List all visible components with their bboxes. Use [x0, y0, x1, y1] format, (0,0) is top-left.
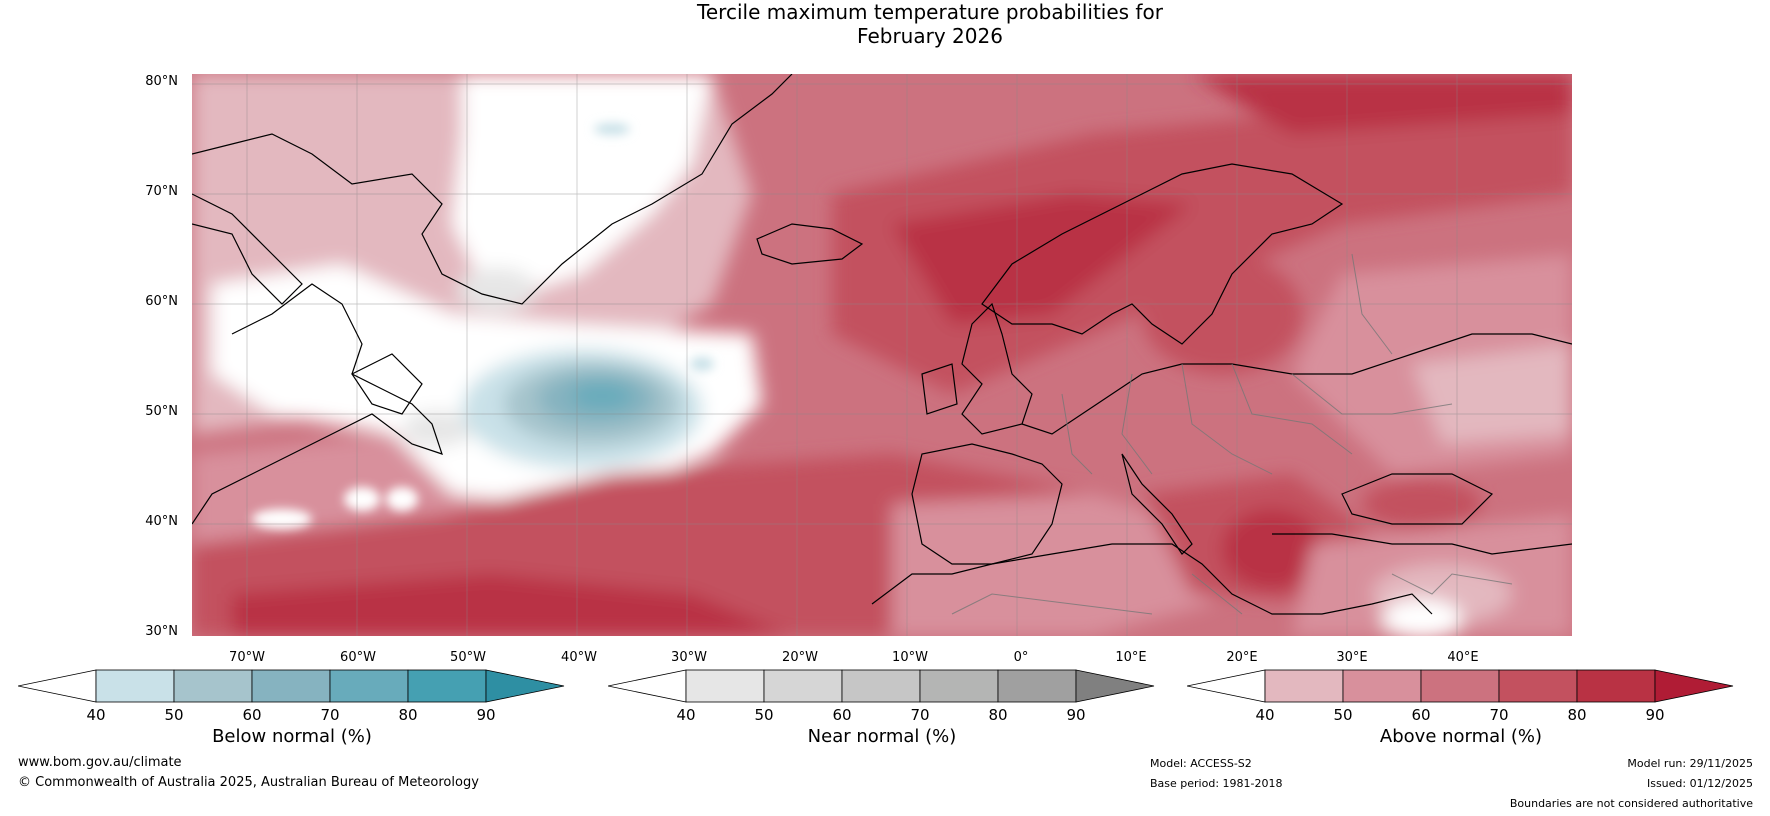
coast-iceland: [756, 223, 864, 265]
colorbar-below-tick: 60: [242, 706, 261, 724]
lon-label-10e: 10°E: [1115, 650, 1147, 665]
colorbar-above-tick: 40: [1255, 706, 1274, 724]
coast-newfoundland: [351, 353, 423, 415]
coast-turkey: [1272, 533, 1572, 555]
lat-label-50n: 50°N: [145, 404, 178, 419]
lat-label-60n: 60°N: [145, 294, 178, 309]
title-line-2: February 2026: [857, 24, 1003, 48]
coast-italy: [1121, 453, 1193, 555]
footer-base-period: Base period: 1981-2018: [1150, 777, 1283, 790]
colorbar-above-tick: 70: [1489, 706, 1508, 724]
chart-title: Tercile maximum temperature probabilitie…: [0, 0, 1770, 48]
colorbar-below-extend-low: [18, 669, 97, 703]
colorbar-near-tick: 40: [676, 706, 695, 724]
footer-url[interactable]: www.bom.gov.au/climate: [18, 755, 182, 770]
footer-model-run: Model run: 29/11/2025: [1627, 757, 1753, 770]
colorbar-near-tick: 70: [910, 706, 929, 724]
footer-issued: Issued: 01/12/2025: [1646, 777, 1753, 790]
footer-disclaimer: Boundaries are not considered authoritat…: [1509, 797, 1753, 810]
lon-label-40e: 40°E: [1447, 650, 1479, 665]
footer-model: Model: ACCESS-S2: [1150, 757, 1252, 770]
colorbar-above-tick: 50: [1333, 706, 1352, 724]
colorbar-near-extend-high: [1075, 669, 1155, 703]
lat-label-80n: 80°N: [145, 74, 178, 89]
colorbar-above-tick: 80: [1567, 706, 1586, 724]
colorbar-near-segment: [997, 669, 1077, 703]
lon-label-60w: 60°W: [340, 650, 376, 665]
lat-label-40n: 40°N: [145, 514, 178, 529]
probability-map: [192, 74, 1572, 636]
lon-label-50w: 50°W: [450, 650, 486, 665]
colorbar-below-tick: 40: [86, 706, 105, 724]
coastlines: [192, 74, 1572, 615]
colorbar-above-tick: 90: [1645, 706, 1664, 724]
colorbar-below-tick: 90: [476, 706, 495, 724]
colorbar-label-above: Above normal (%): [1379, 726, 1543, 747]
coast-north-africa: [871, 543, 1433, 615]
lon-label-0: 0°: [1013, 650, 1029, 665]
lon-label-10w: 10°W: [892, 650, 928, 665]
colorbar-near-segment: [763, 669, 843, 703]
lon-label-40w: 40°W: [561, 650, 597, 665]
colorbar-near-tick: 50: [754, 706, 773, 724]
lon-label-70w: 70°W: [229, 650, 265, 665]
lon-label-20e: 20°E: [1226, 650, 1258, 665]
colorbar-below-segment: [251, 669, 331, 703]
colorbar-below-tick: 70: [320, 706, 339, 724]
colorbar-above-segment: [1420, 669, 1500, 703]
coast-ireland: [921, 363, 958, 415]
colorbar-near-segment: [685, 669, 765, 703]
colorbar-above-segment: [1264, 669, 1344, 703]
colorbar-near-tick: 80: [988, 706, 1007, 724]
colorbar-below-segment: [329, 669, 409, 703]
probability-fields: [192, 74, 1572, 636]
coast-baffin: [192, 193, 303, 305]
lat-label-30n: 30°N: [145, 624, 178, 639]
colorbar-below-tick: 80: [398, 706, 417, 724]
country-borders: [951, 253, 1513, 615]
coast-black-sea: [1341, 473, 1494, 525]
colorbar-above-segment: [1342, 669, 1422, 703]
colorbar-below-tick: 50: [164, 706, 183, 724]
colorbar-near-extend-low: [608, 669, 687, 703]
colorbar-above-segment: [1576, 669, 1656, 703]
colorbar-near-segment: [841, 669, 921, 703]
colorbar-above-tick: 60: [1411, 706, 1430, 724]
colorbar-below-segment: [95, 669, 175, 703]
lon-label-30w: 30°W: [671, 650, 707, 665]
lon-label-30e: 30°E: [1336, 650, 1368, 665]
footer-copyright: © Commonwealth of Australia 2025, Austra…: [18, 775, 479, 790]
title-line-1: Tercile maximum temperature probabilitie…: [697, 0, 1163, 24]
colorbar-near-segment: [919, 669, 999, 703]
lat-label-70n: 70°N: [145, 184, 178, 199]
coast-scandinavia: [981, 163, 1344, 345]
colorbar-label-below: Below normal (%): [212, 726, 372, 747]
colorbar-above-extend-low: [1187, 669, 1266, 703]
colorbar-near-normal: 40 50 60 70 80 90: [608, 669, 1155, 724]
lon-label-20w: 20°W: [782, 650, 818, 665]
colorbar-near-tick: 90: [1066, 706, 1085, 724]
colorbar-below-extend-high: [485, 669, 565, 703]
colorbar-above-normal: 40 50 60 70 80 90: [1187, 669, 1734, 724]
colorbar-near-tick: 60: [832, 706, 851, 724]
coast-greenland: [192, 74, 793, 305]
coast-iberia: [911, 443, 1063, 565]
colorbar-above-extend-high: [1654, 669, 1734, 703]
colorbar-above-segment: [1498, 669, 1578, 703]
coast-labrador: [192, 283, 443, 525]
colorbar-below-segment: [407, 669, 487, 703]
colorbar-below-normal: 40 50 60 70 80 90: [18, 669, 565, 724]
colorbar-below-segment: [173, 669, 253, 703]
colorbar-label-near: Near normal (%): [807, 726, 957, 747]
